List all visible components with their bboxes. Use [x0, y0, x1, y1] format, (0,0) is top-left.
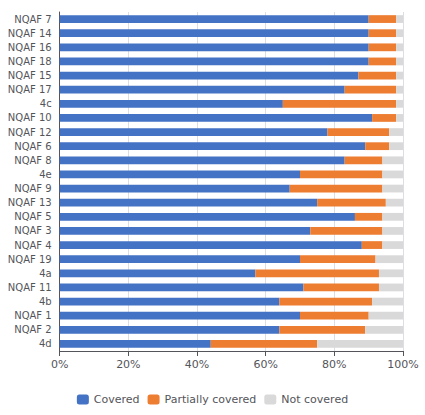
svg-text:NQAF 11: NQAF 11 — [8, 282, 52, 293]
svg-text:NQAF 10: NQAF 10 — [8, 112, 52, 123]
svg-text:Partially covered: Partially covered — [165, 393, 257, 406]
svg-text:4c: 4c — [40, 98, 52, 109]
svg-text:NQAF 6: NQAF 6 — [14, 141, 52, 152]
svg-text:40%: 40% — [185, 358, 209, 371]
svg-text:80%: 80% — [322, 358, 346, 371]
svg-text:20%: 20% — [116, 358, 140, 371]
svg-text:Covered: Covered — [94, 393, 140, 406]
svg-text:NQAF 2: NQAF 2 — [14, 324, 52, 335]
svg-text:4a: 4a — [39, 268, 52, 279]
svg-text:NQAF 13: NQAF 13 — [8, 197, 52, 208]
svg-text:NQAF 3: NQAF 3 — [14, 225, 52, 236]
svg-text:NQAF 15: NQAF 15 — [8, 70, 52, 81]
svg-text:0%: 0% — [51, 358, 68, 371]
svg-text:NQAF 16: NQAF 16 — [8, 42, 52, 53]
svg-text:NQAF 14: NQAF 14 — [8, 28, 52, 39]
svg-text:NQAF 1: NQAF 1 — [14, 310, 52, 321]
svg-text:NQAF 8: NQAF 8 — [14, 155, 52, 166]
svg-text:4d: 4d — [39, 338, 52, 349]
svg-text:4b: 4b — [39, 296, 52, 307]
svg-text:NQAF 18: NQAF 18 — [8, 56, 52, 67]
svg-text:NQAF 19: NQAF 19 — [8, 254, 52, 265]
svg-text:NQAF 4: NQAF 4 — [14, 240, 52, 251]
svg-text:NQAF 17: NQAF 17 — [8, 84, 52, 95]
svg-text:4e: 4e — [39, 169, 52, 180]
svg-text:Not covered: Not covered — [281, 393, 348, 406]
svg-text:NQAF 7: NQAF 7 — [14, 14, 52, 25]
svg-text:60%: 60% — [253, 358, 277, 371]
svg-text:NQAF 5: NQAF 5 — [14, 211, 52, 222]
svg-text:100%: 100% — [387, 358, 418, 371]
svg-text:NQAF 9: NQAF 9 — [14, 183, 52, 194]
svg-text:NQAF 12: NQAF 12 — [8, 127, 52, 138]
